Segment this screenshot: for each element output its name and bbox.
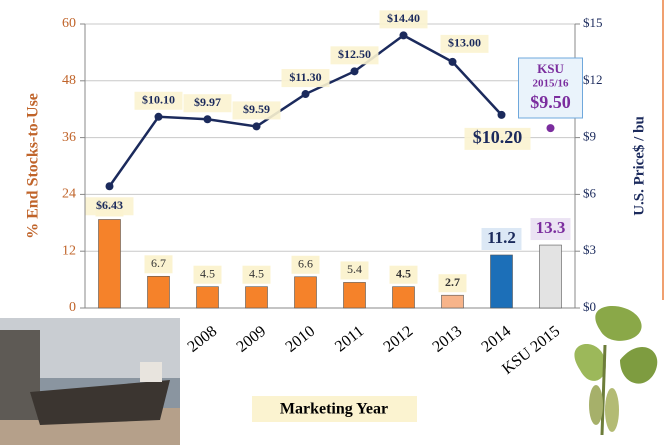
estimate-point bbox=[546, 124, 555, 133]
price-point bbox=[203, 115, 212, 124]
x-tick-label: 2014 bbox=[479, 323, 515, 356]
y2-tick-label: $3 bbox=[583, 242, 596, 257]
y-tick-label: 48 bbox=[62, 73, 76, 88]
y-tick-label: 24 bbox=[62, 187, 76, 202]
stem bbox=[600, 344, 607, 436]
price-point bbox=[154, 112, 163, 121]
label-box bbox=[330, 46, 379, 65]
y-tick-label: 60 bbox=[62, 16, 76, 31]
photo-cabin bbox=[140, 362, 162, 382]
annotation: 2015/16 bbox=[532, 78, 569, 90]
label-box bbox=[85, 197, 134, 216]
bar-value-label: 13.3 bbox=[536, 218, 566, 237]
label-box bbox=[134, 91, 183, 110]
price-value-label: $10.20 bbox=[473, 127, 523, 147]
label-box bbox=[530, 218, 571, 241]
y-tick-label: 0 bbox=[69, 300, 76, 315]
bar-value-label: 6.7 bbox=[151, 256, 166, 270]
bar-value-label: 4.5 bbox=[200, 266, 215, 280]
label-box bbox=[340, 261, 369, 280]
label-box bbox=[232, 101, 281, 120]
photo-dock bbox=[0, 330, 40, 420]
price-value-label: $10.10 bbox=[142, 93, 175, 107]
price-line bbox=[108, 33, 503, 187]
x-label-box bbox=[252, 396, 417, 422]
callout-box bbox=[518, 57, 583, 119]
bar bbox=[196, 286, 219, 309]
x-tick-label: 2011 bbox=[332, 323, 367, 356]
leaf bbox=[620, 347, 658, 384]
x-axis-label: Marketing Year bbox=[280, 401, 388, 418]
price-value-label: $6.43 bbox=[96, 198, 123, 212]
price-point bbox=[497, 110, 506, 119]
bar bbox=[539, 244, 562, 309]
x-tick-label: 2009 bbox=[234, 323, 270, 356]
bar-value-label: 11.2 bbox=[487, 228, 516, 247]
bar bbox=[490, 254, 513, 309]
bar bbox=[147, 275, 170, 309]
bar-value-label: 6.6 bbox=[298, 257, 313, 271]
label-box bbox=[438, 274, 467, 293]
bar bbox=[441, 294, 464, 309]
y-tick-label: 12 bbox=[62, 243, 76, 258]
price-value-label: $9.97 bbox=[194, 95, 221, 109]
annotation: KSU bbox=[537, 61, 564, 76]
bar-value-label: 5.4 bbox=[347, 262, 362, 276]
ship-photo bbox=[0, 318, 180, 445]
y2-tick-label: $6 bbox=[583, 185, 597, 200]
price-point bbox=[350, 67, 359, 76]
leaf bbox=[574, 343, 606, 381]
price-point bbox=[105, 182, 114, 191]
bar-value-label: 4.5 bbox=[249, 266, 264, 280]
price-value-label: $11.30 bbox=[289, 70, 321, 84]
price-value-label: $14.40 bbox=[387, 11, 420, 25]
bar bbox=[245, 286, 268, 309]
x-tick-label: 2010 bbox=[283, 323, 319, 356]
label-box bbox=[291, 255, 320, 274]
leaf bbox=[595, 306, 642, 341]
price-point bbox=[252, 122, 261, 131]
bar bbox=[294, 276, 317, 309]
label-box bbox=[379, 10, 428, 29]
x-tick-label: 2008 bbox=[185, 323, 221, 356]
label-box bbox=[464, 127, 531, 150]
label-box bbox=[144, 255, 173, 274]
soybean-picture bbox=[574, 306, 658, 436]
price-value-label: $12.50 bbox=[338, 47, 371, 61]
y-tick-label: 36 bbox=[62, 130, 76, 145]
price-point bbox=[399, 31, 408, 40]
y2-axis-label: U.S. Price$ / bu bbox=[631, 116, 647, 216]
bar bbox=[343, 282, 366, 309]
x-tick-label: 2012 bbox=[381, 323, 417, 356]
y2-tick-label: $12 bbox=[583, 72, 603, 87]
label-box bbox=[193, 265, 222, 284]
photo-hull bbox=[30, 380, 170, 425]
pod bbox=[589, 385, 603, 425]
estimate-value-label: $9.50 bbox=[530, 92, 571, 112]
bar-value-label: 2.7 bbox=[445, 275, 460, 289]
bar bbox=[98, 219, 121, 309]
price-point bbox=[448, 57, 457, 66]
label-box bbox=[281, 69, 330, 88]
pod bbox=[605, 388, 619, 432]
x-tick-label: 2013 bbox=[430, 323, 466, 356]
label-box bbox=[440, 34, 489, 53]
label-box bbox=[389, 265, 418, 284]
bar-value-label: 4.5 bbox=[396, 266, 411, 280]
y-axis-label: % End Stocks-to-Use bbox=[25, 93, 42, 239]
label-box bbox=[183, 94, 232, 113]
y2-tick-label: $9 bbox=[583, 129, 596, 144]
bar bbox=[392, 286, 415, 309]
label-box bbox=[242, 265, 271, 284]
y2-tick-label: $0 bbox=[583, 299, 596, 314]
price-point bbox=[301, 90, 310, 99]
price-value-label: $13.00 bbox=[448, 36, 481, 50]
label-box bbox=[481, 227, 522, 250]
y2-tick-label: $15 bbox=[583, 15, 603, 30]
price-value-label: $9.59 bbox=[243, 102, 270, 116]
